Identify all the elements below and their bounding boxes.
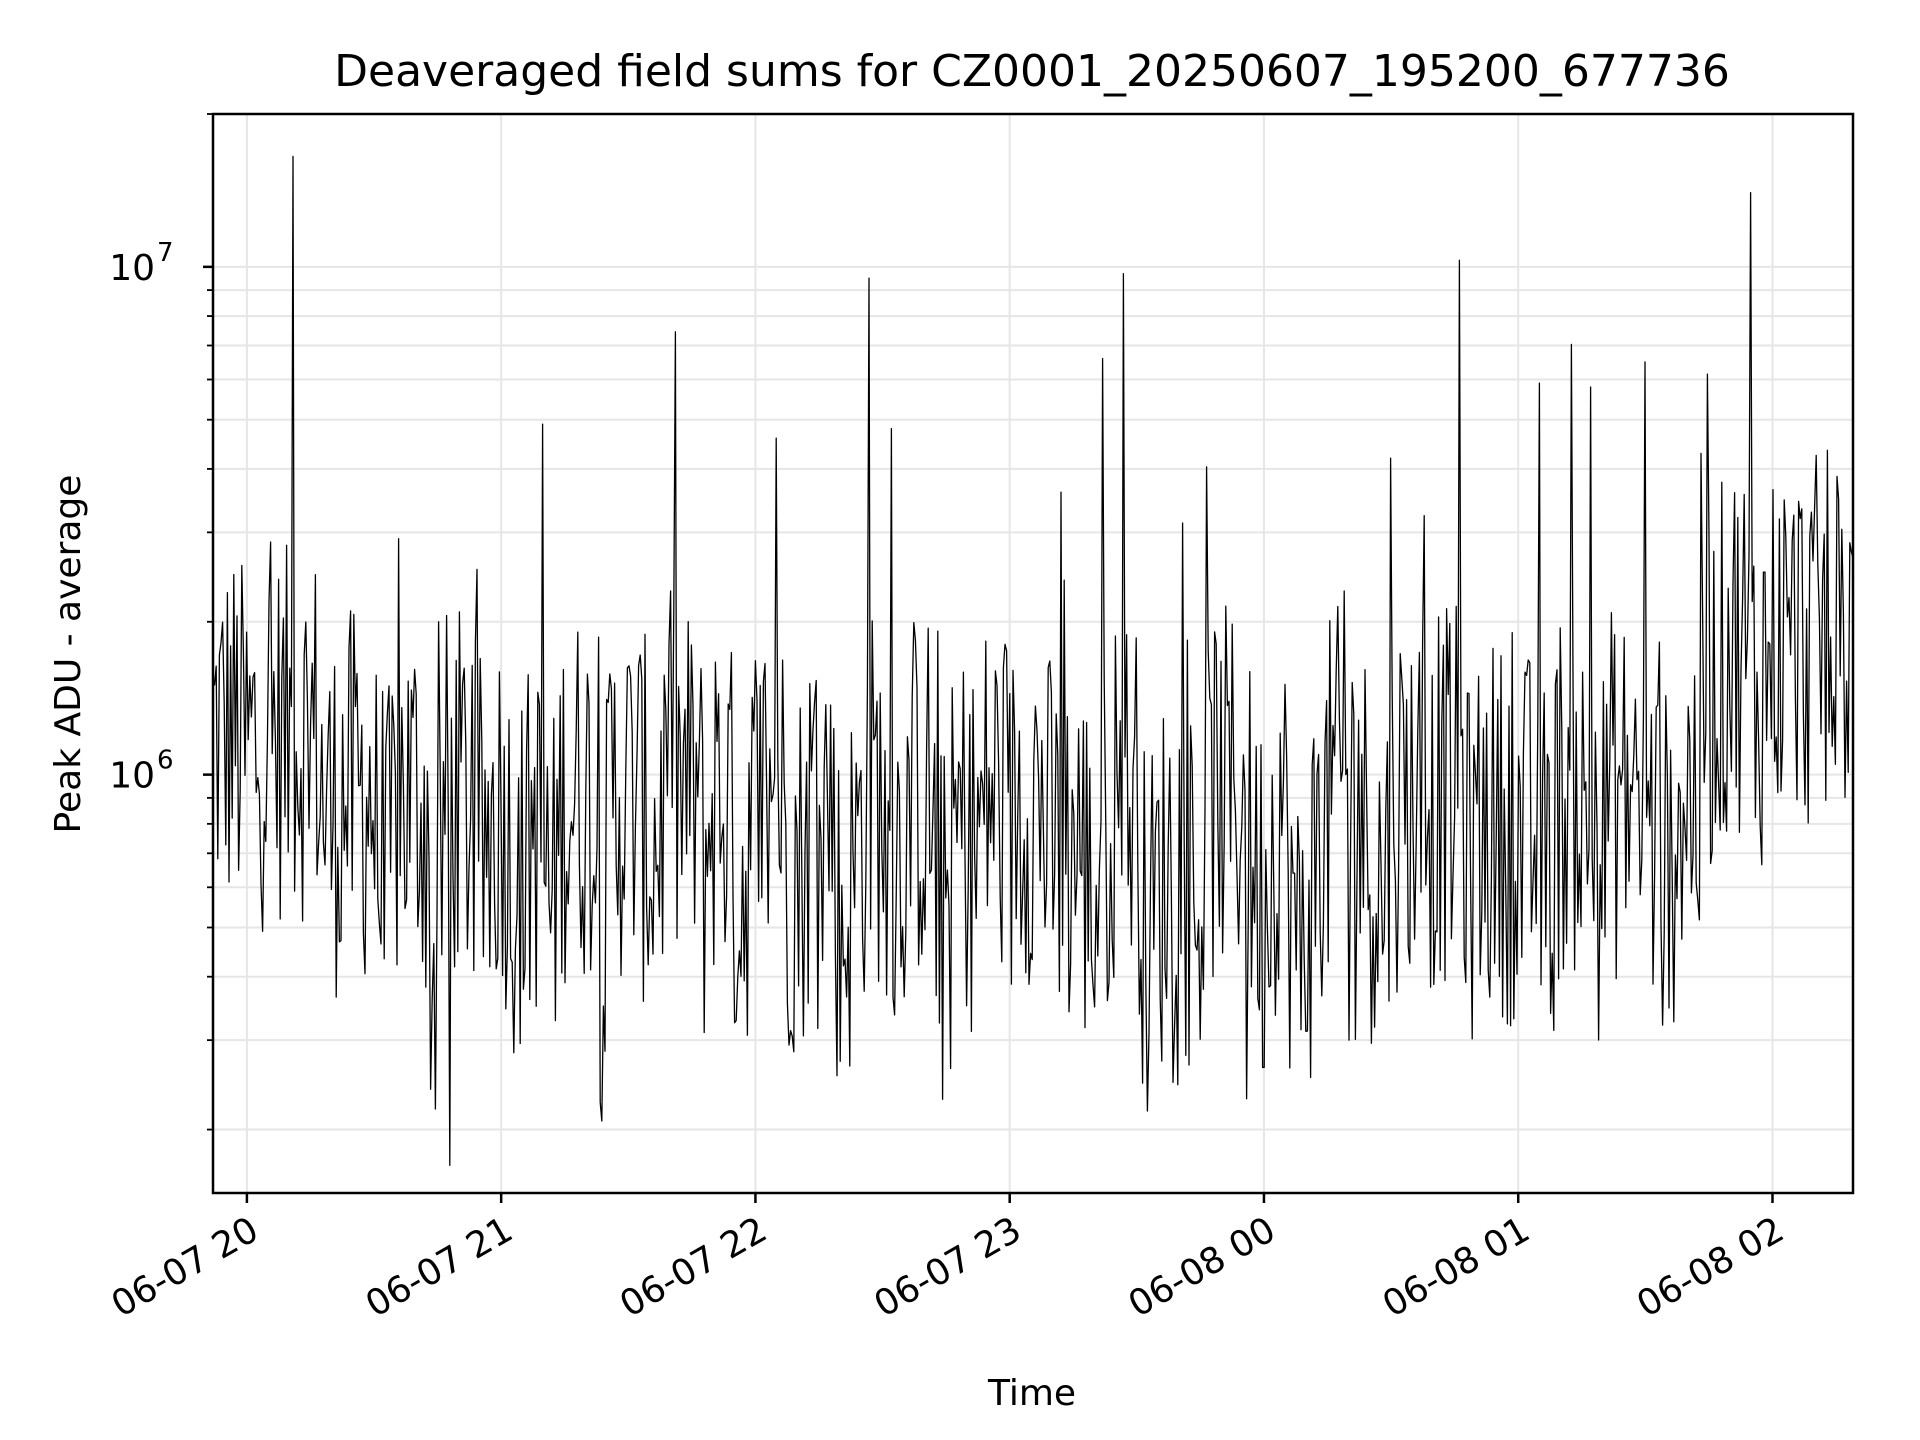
y-tick-label-base: 10 (109, 756, 155, 797)
plot-frame (211, 112, 1855, 1195)
y-axis-label: Peak ADU - average (48, 475, 89, 834)
data-series (212, 155, 1854, 1167)
series-line (212, 155, 1854, 1167)
y-tick-label-exponent: 6 (157, 746, 174, 776)
chart-title: Deaveraged field sums for CZ0001_2025060… (334, 46, 1730, 97)
y-tick-label-base: 10 (109, 248, 155, 289)
y-tick-label-exponent: 7 (157, 238, 174, 268)
x-axis-label: Time (987, 1373, 1076, 1414)
